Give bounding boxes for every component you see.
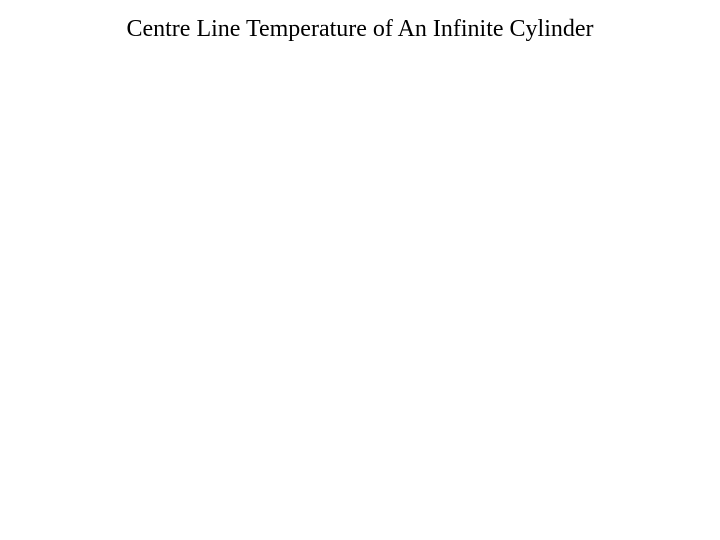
page-title: Centre Line Temperature of An Infinite C… <box>0 16 720 43</box>
